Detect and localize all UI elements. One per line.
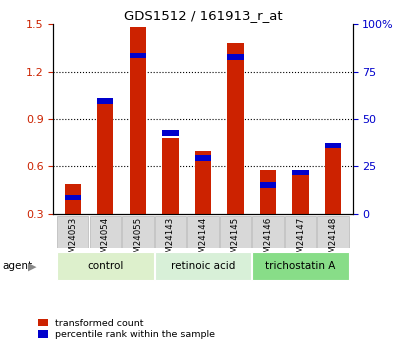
Text: agent: agent bbox=[2, 262, 32, 271]
Bar bbox=[194, 155, 211, 161]
Text: GSM24143: GSM24143 bbox=[166, 216, 175, 264]
Legend: transformed count, percentile rank within the sample: transformed count, percentile rank withi… bbox=[38, 318, 216, 340]
Bar bbox=[90, 216, 121, 248]
Text: GSM24144: GSM24144 bbox=[198, 216, 207, 264]
Text: GSM24147: GSM24147 bbox=[295, 216, 304, 264]
Bar bbox=[187, 216, 218, 248]
Text: GSM24055: GSM24055 bbox=[133, 216, 142, 264]
Bar bbox=[65, 195, 81, 200]
Bar bbox=[57, 216, 88, 248]
Title: GDS1512 / 161913_r_at: GDS1512 / 161913_r_at bbox=[124, 9, 281, 22]
Bar bbox=[162, 130, 178, 136]
Bar bbox=[292, 170, 308, 214]
Text: ▶: ▶ bbox=[28, 262, 36, 271]
Text: GSM24146: GSM24146 bbox=[263, 216, 272, 264]
Bar bbox=[97, 100, 113, 214]
Bar bbox=[97, 98, 113, 104]
Bar bbox=[219, 216, 250, 248]
Text: GSM24148: GSM24148 bbox=[328, 216, 337, 264]
Text: control: control bbox=[87, 261, 123, 270]
Bar bbox=[162, 138, 178, 214]
Bar bbox=[252, 252, 348, 279]
Text: GSM24145: GSM24145 bbox=[230, 216, 239, 264]
Bar bbox=[129, 27, 146, 214]
Bar bbox=[227, 43, 243, 214]
Bar bbox=[259, 170, 276, 214]
Bar bbox=[324, 143, 340, 148]
Bar bbox=[317, 216, 348, 248]
Bar bbox=[129, 52, 146, 58]
Bar bbox=[324, 143, 340, 214]
Bar bbox=[252, 216, 283, 248]
Bar bbox=[284, 216, 315, 248]
Text: GSM24053: GSM24053 bbox=[68, 216, 77, 264]
Bar bbox=[259, 182, 276, 188]
Bar bbox=[65, 184, 81, 214]
Text: GSM24054: GSM24054 bbox=[101, 216, 110, 264]
Bar bbox=[155, 252, 250, 279]
Text: retinoic acid: retinoic acid bbox=[170, 261, 235, 270]
Bar bbox=[57, 252, 153, 279]
Bar bbox=[122, 216, 153, 248]
Bar bbox=[227, 54, 243, 60]
Text: trichostatin A: trichostatin A bbox=[265, 261, 335, 270]
Bar bbox=[194, 151, 211, 214]
Bar bbox=[292, 170, 308, 175]
Bar bbox=[155, 216, 186, 248]
